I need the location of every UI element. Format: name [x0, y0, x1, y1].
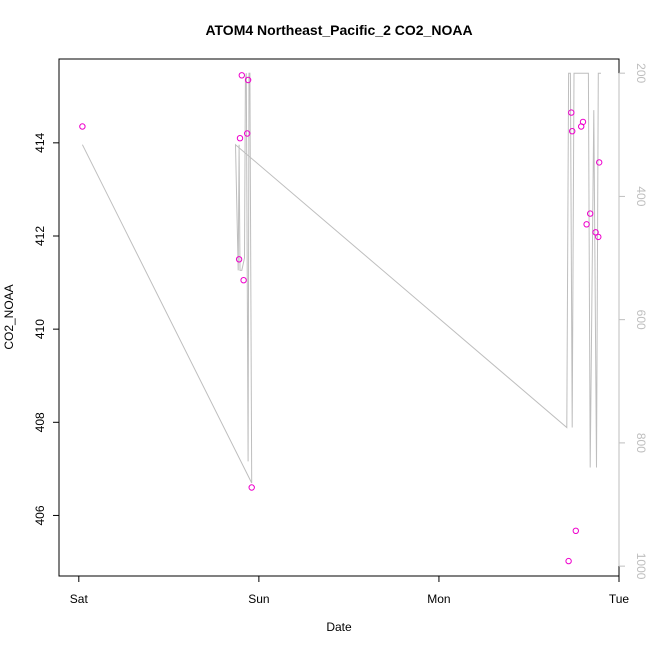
y-axis: 406 408 410 412 414	[33, 132, 60, 526]
data-point	[572, 527, 579, 534]
data-point	[565, 557, 572, 565]
plot-frame	[58, 58, 620, 577]
y-tick-label: 412	[33, 226, 47, 246]
data-point	[240, 277, 247, 284]
right-tick-label: 400	[634, 186, 648, 206]
data-point	[587, 210, 594, 217]
right-tick-label: 800	[634, 433, 648, 453]
right-tick-label: 1000	[634, 553, 648, 580]
data-point	[595, 233, 602, 241]
data-point	[592, 229, 599, 236]
x-tick-label: Sat	[70, 592, 89, 606]
plot-area	[79, 72, 603, 565]
data-point	[569, 128, 576, 135]
x-axis-label: Date	[326, 620, 352, 634]
data-point	[244, 130, 251, 137]
right-tick-label: 200	[634, 63, 648, 83]
x-axis: Sat Sun Mon Tue	[70, 575, 630, 606]
altitude-line	[81, 72, 601, 484]
y-tick-label: 406	[33, 505, 47, 525]
x-tick-label: Tue	[609, 592, 630, 606]
data-point	[79, 123, 86, 130]
chart-title: ATOM4 Northeast_Pacific_2 CO2_NOAA	[205, 22, 472, 38]
data-point	[244, 76, 252, 84]
y-tick-label: 410	[33, 319, 47, 339]
data-point	[235, 256, 243, 263]
x-tick-label: Mon	[427, 592, 450, 606]
x-tick-label: Sun	[248, 592, 269, 606]
y-axis-label: CO2_NOAA	[2, 284, 16, 349]
data-point	[236, 135, 244, 142]
data-point	[238, 72, 246, 79]
data-point	[583, 221, 590, 228]
data-point	[568, 109, 575, 116]
data-point	[596, 159, 603, 166]
right-tick-label: 600	[634, 310, 648, 330]
y-tick-label: 414	[33, 132, 47, 152]
data-point	[579, 118, 587, 126]
data-point	[248, 484, 255, 491]
y-tick-label: 408	[33, 412, 47, 432]
right-axis: 200 400 600 800 1000	[618, 63, 648, 580]
